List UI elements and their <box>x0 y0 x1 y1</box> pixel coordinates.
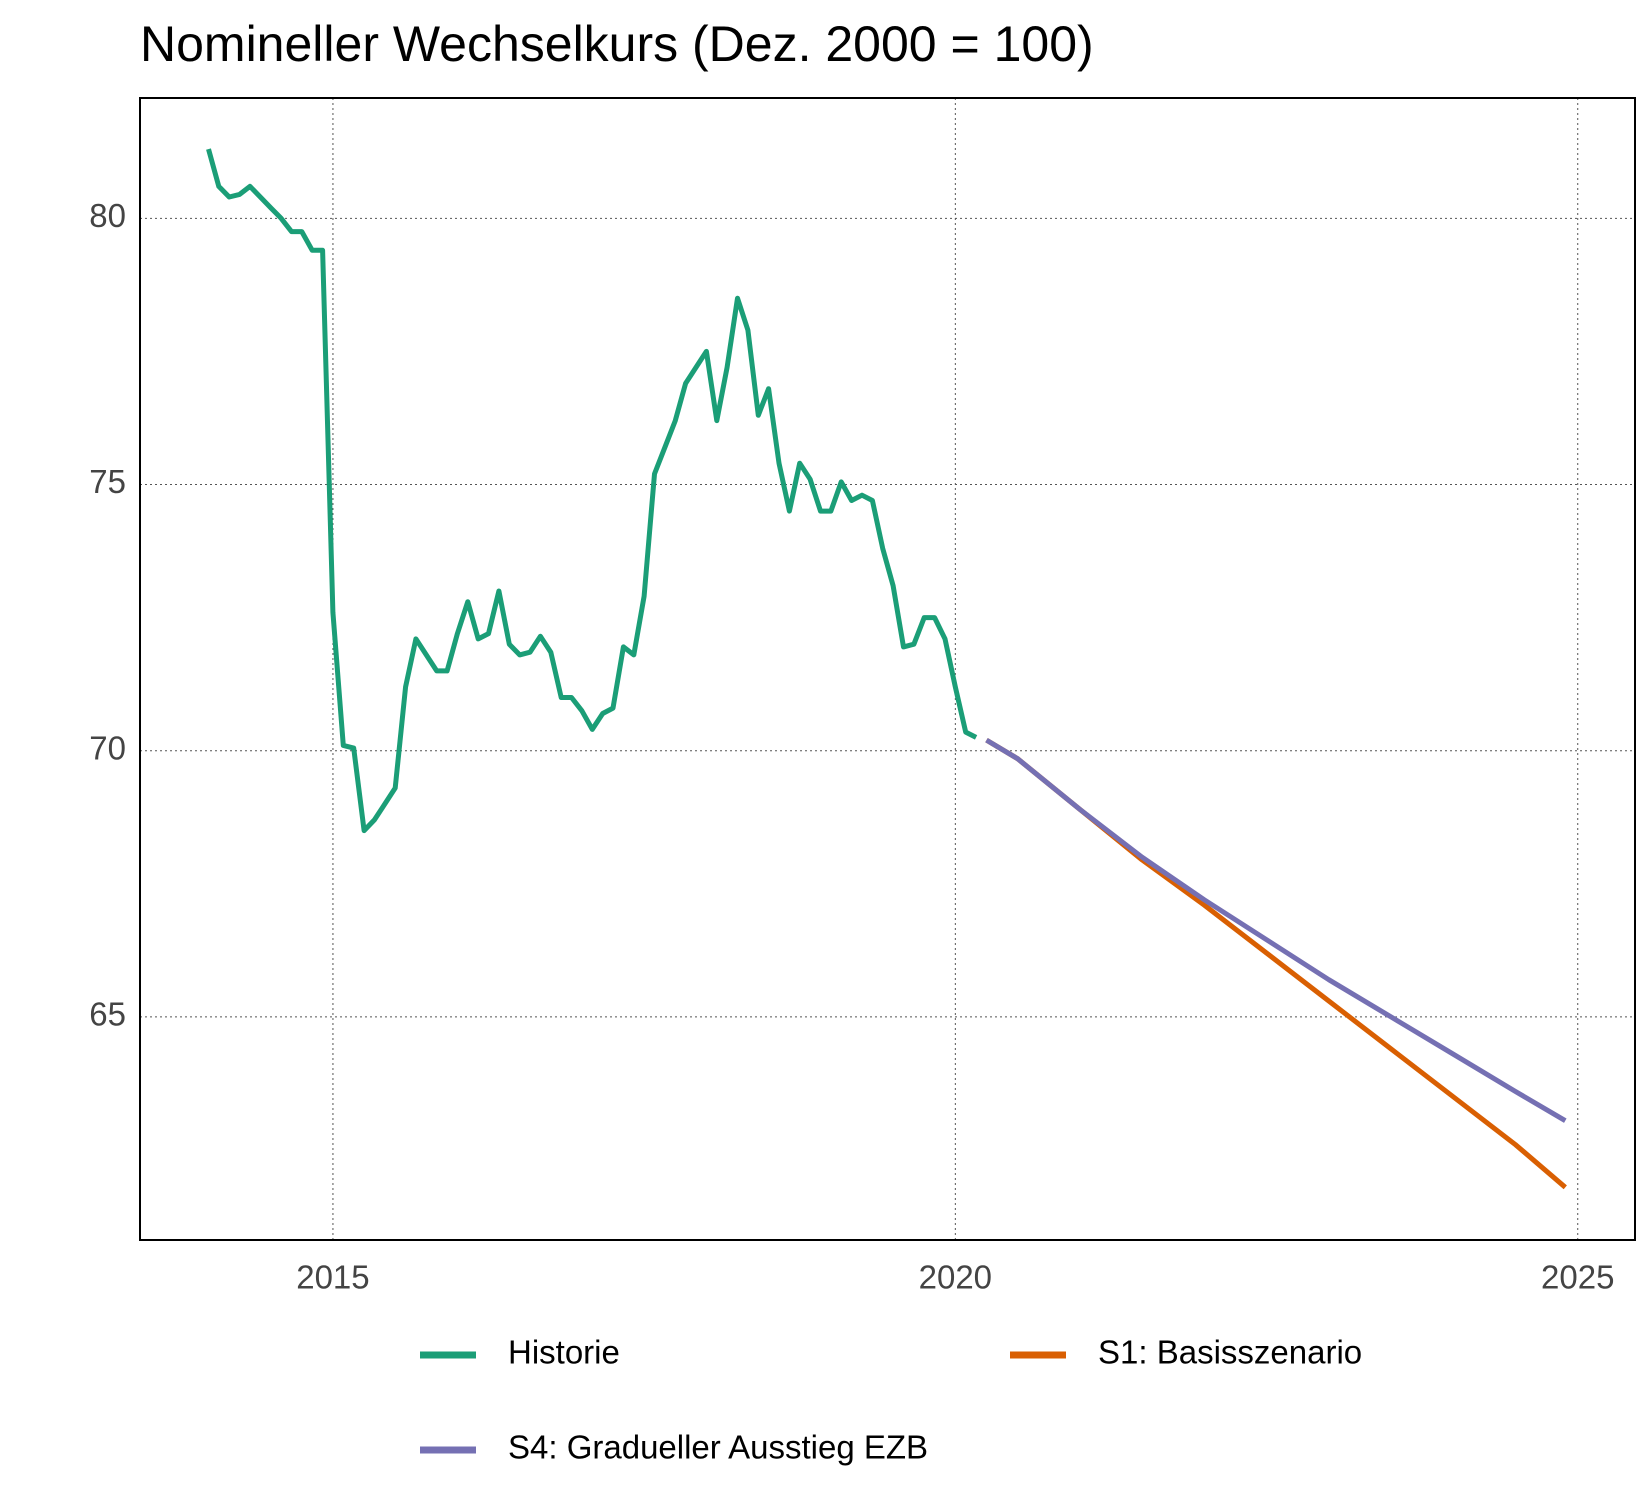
y-tick-label: 80 <box>89 197 126 234</box>
series-line <box>985 737 1567 1123</box>
x-tick-label: 2025 <box>1541 1259 1614 1296</box>
legend-label: S1: Basisszenario <box>1098 1334 1362 1371</box>
plot-frame <box>139 97 1636 1241</box>
x-tick-label: 2020 <box>919 1259 992 1296</box>
series-line <box>206 148 978 834</box>
x-tick-label: 2015 <box>296 1259 369 1296</box>
y-tick-label: 65 <box>89 996 126 1033</box>
chart-title: Nomineller Wechselkurs (Dez. 2000 = 100) <box>140 16 1094 72</box>
y-tick-label: 70 <box>89 729 126 766</box>
legend-label: Historie <box>508 1334 620 1371</box>
y-tick-label: 75 <box>89 463 126 500</box>
legend-label: S4: Gradueller Ausstieg EZB <box>508 1429 928 1466</box>
